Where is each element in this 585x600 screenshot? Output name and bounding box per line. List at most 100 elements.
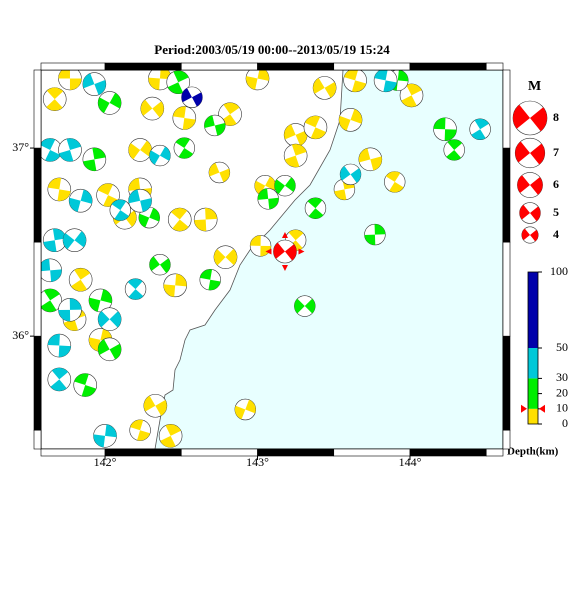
beachball-lobe xyxy=(143,395,156,412)
beachball-lobe xyxy=(200,269,213,280)
beachball-lobe xyxy=(364,234,376,245)
event xyxy=(343,68,367,93)
beachball-lobe xyxy=(204,115,215,129)
beachball-lobe xyxy=(71,279,88,292)
beachball-lobe xyxy=(138,213,150,228)
event xyxy=(97,91,122,115)
beachball-lobe xyxy=(385,171,401,182)
beachball-lobe xyxy=(310,127,326,139)
frame-band xyxy=(485,448,504,457)
beachball-lobe xyxy=(128,289,144,300)
beachball-lobe xyxy=(208,162,220,177)
event xyxy=(58,138,82,162)
event xyxy=(47,333,72,358)
event xyxy=(469,118,491,140)
beachball-lobe xyxy=(149,256,160,271)
event xyxy=(443,139,465,161)
event xyxy=(163,273,187,298)
beachball-lobe xyxy=(114,210,129,221)
event xyxy=(166,70,191,95)
beachball-lobe xyxy=(178,148,194,159)
event xyxy=(38,288,62,313)
event xyxy=(138,206,160,229)
beachball-lobe xyxy=(98,339,110,355)
magnitude-legend-label: 5 xyxy=(553,205,559,219)
depth-tick-label: 10 xyxy=(556,401,568,415)
beachball-lobe xyxy=(291,144,307,156)
frame-band xyxy=(33,241,42,337)
beachball-lobe xyxy=(45,149,61,162)
event xyxy=(181,86,203,108)
magnitude-legend-label: 8 xyxy=(553,110,559,124)
event xyxy=(303,115,328,140)
beachball-lobe xyxy=(234,405,246,420)
event xyxy=(213,245,238,269)
frame-band xyxy=(104,62,182,71)
beachball-lobe xyxy=(265,176,276,191)
beachball-lobe xyxy=(69,78,82,90)
depth-tick-label: 20 xyxy=(556,385,568,399)
beachball-lobe xyxy=(50,269,62,282)
magnitude-legend-item xyxy=(512,100,548,136)
beachball-lobe xyxy=(191,92,203,107)
beachball-lobe xyxy=(155,399,167,416)
frame-band xyxy=(502,429,511,450)
frame-band xyxy=(104,448,182,457)
main-event-marker xyxy=(281,232,288,239)
beachball-lobe xyxy=(160,435,176,448)
frame-band xyxy=(409,62,487,71)
beachball-lobe xyxy=(109,343,122,360)
beachball-lobe xyxy=(172,219,189,232)
beachball-lobe xyxy=(308,208,324,219)
lon-tick-label: 143° xyxy=(246,455,269,469)
beachball-lobe xyxy=(58,149,74,162)
beachball-lobe xyxy=(69,197,81,212)
lon-tick-label: 142° xyxy=(94,455,117,469)
beachball-lobe xyxy=(98,97,110,113)
beachball-lobe xyxy=(521,228,530,241)
beachball-lobe xyxy=(50,379,67,391)
beachball-lobe xyxy=(519,204,530,220)
beachball-lobe xyxy=(530,206,541,222)
depth-marker xyxy=(539,404,545,413)
event xyxy=(58,298,82,322)
event xyxy=(283,123,308,147)
event xyxy=(42,228,67,253)
frame-band xyxy=(33,335,42,431)
event xyxy=(283,143,308,168)
beachball-lobe xyxy=(374,68,388,81)
event xyxy=(109,199,131,221)
beachball-lobe xyxy=(51,367,69,380)
beachball-lobe xyxy=(88,337,101,352)
map-area xyxy=(41,69,503,450)
beachball-lobe xyxy=(127,278,143,290)
magnitude-legend-item xyxy=(521,226,539,244)
beachball-lobe xyxy=(149,150,160,165)
beachball-lobe xyxy=(284,244,297,261)
beachball-lobe xyxy=(517,175,530,193)
beachball-lobe xyxy=(170,208,188,220)
depth-marker xyxy=(521,404,527,413)
beachball-lobe xyxy=(149,208,160,222)
events xyxy=(38,66,491,448)
depth-tick-label: 30 xyxy=(556,370,568,384)
event xyxy=(47,177,72,202)
event xyxy=(88,288,113,313)
main-event xyxy=(265,232,305,272)
beachball-lobe xyxy=(82,73,95,89)
event xyxy=(143,393,168,418)
depth-scale-title: Depth(km) xyxy=(507,446,559,458)
event xyxy=(249,235,272,257)
event xyxy=(274,174,296,197)
event xyxy=(193,207,218,232)
beachball-lobe xyxy=(295,130,308,146)
event xyxy=(173,137,196,159)
beachball-lobe xyxy=(43,288,60,301)
event xyxy=(384,171,406,193)
beachball-lobe xyxy=(294,298,305,314)
magnitude-legend-label: 6 xyxy=(553,177,559,191)
magnitude-legend-item xyxy=(517,172,543,198)
coastline xyxy=(154,69,344,450)
frame-band xyxy=(33,147,42,243)
